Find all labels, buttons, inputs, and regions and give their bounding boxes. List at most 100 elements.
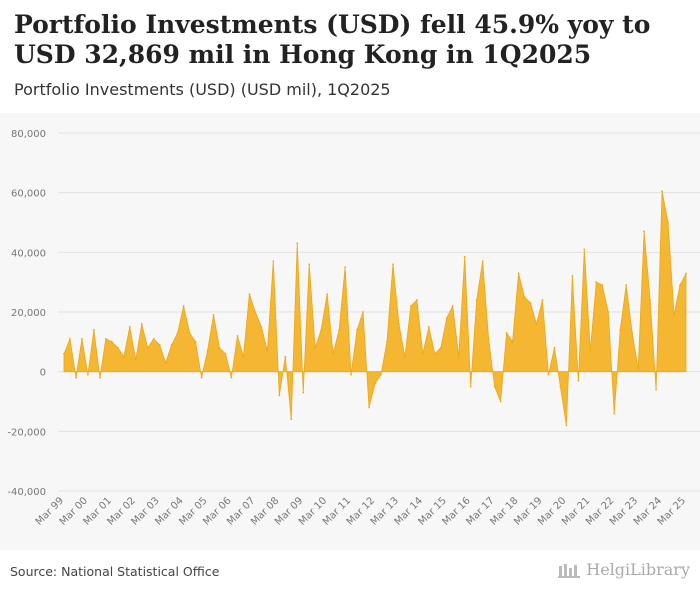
y-tick-label: 0 bbox=[40, 368, 46, 379]
data-point bbox=[493, 385, 496, 388]
data-point bbox=[332, 352, 335, 355]
data-point bbox=[260, 326, 263, 328]
data-point bbox=[236, 334, 239, 337]
data-point bbox=[116, 346, 119, 349]
data-point bbox=[278, 394, 281, 397]
data-point bbox=[212, 314, 215, 316]
data-point bbox=[463, 255, 466, 258]
data-point bbox=[607, 311, 610, 313]
data-point bbox=[302, 391, 305, 394]
data-point bbox=[98, 376, 101, 379]
data-point bbox=[374, 382, 376, 385]
data-point bbox=[140, 323, 143, 325]
data-point bbox=[619, 329, 622, 331]
data-point bbox=[93, 329, 95, 331]
data-point bbox=[386, 340, 388, 343]
data-point bbox=[392, 263, 394, 266]
source-note: Source: National Statistical Office bbox=[10, 564, 220, 579]
data-point bbox=[368, 406, 370, 409]
data-point bbox=[110, 340, 113, 343]
data-point bbox=[188, 331, 191, 334]
data-point bbox=[266, 349, 269, 352]
data-point bbox=[308, 263, 311, 266]
data-point bbox=[667, 221, 669, 224]
data-point bbox=[158, 343, 161, 346]
data-point bbox=[254, 311, 257, 313]
data-point bbox=[571, 275, 574, 278]
data-point bbox=[541, 299, 544, 301]
data-point bbox=[218, 346, 221, 349]
data-point bbox=[523, 296, 526, 298]
chart-subtitle: Portfolio Investments (USD) (USD mil), 1… bbox=[14, 80, 391, 99]
data-point bbox=[146, 346, 149, 349]
data-point bbox=[69, 337, 71, 340]
data-point bbox=[679, 284, 681, 287]
y-tick-label: -40,000 bbox=[7, 487, 46, 498]
data-point bbox=[362, 311, 364, 313]
logo-text: HelgiLibrary bbox=[586, 560, 690, 579]
data-point bbox=[296, 242, 299, 245]
data-point bbox=[685, 272, 687, 275]
data-point bbox=[81, 337, 83, 340]
data-point bbox=[499, 400, 502, 403]
data-point bbox=[272, 260, 275, 263]
data-point bbox=[427, 326, 430, 328]
data-point bbox=[577, 379, 580, 382]
data-point bbox=[439, 346, 442, 349]
data-point bbox=[122, 355, 125, 358]
data-point bbox=[404, 355, 406, 358]
data-point bbox=[553, 346, 556, 349]
data-point bbox=[398, 323, 400, 325]
data-point bbox=[87, 373, 89, 376]
data-point bbox=[547, 373, 550, 376]
y-tick-label: 20,000 bbox=[11, 308, 46, 319]
data-point bbox=[631, 331, 634, 334]
data-point bbox=[445, 317, 448, 319]
data-point bbox=[601, 284, 604, 287]
data-point bbox=[625, 284, 628, 287]
data-point bbox=[583, 248, 586, 251]
data-point bbox=[63, 352, 65, 355]
y-tick-label: 60,000 bbox=[11, 189, 46, 200]
data-point bbox=[356, 329, 358, 331]
data-point bbox=[290, 418, 293, 421]
data-point bbox=[511, 340, 514, 343]
data-point bbox=[457, 355, 460, 358]
data-point bbox=[613, 412, 616, 415]
data-point bbox=[529, 302, 532, 304]
data-point bbox=[320, 329, 323, 331]
chart-title: Portfolio Investments (USD) fell 45.9% y… bbox=[14, 10, 651, 69]
series-area bbox=[63, 191, 687, 426]
data-point bbox=[433, 352, 436, 355]
data-point bbox=[206, 349, 209, 352]
y-tick-label: 80,000 bbox=[11, 129, 46, 140]
data-point bbox=[409, 305, 412, 307]
data-point bbox=[75, 376, 77, 379]
data-point bbox=[475, 299, 478, 301]
data-point bbox=[176, 331, 179, 334]
data-point bbox=[134, 358, 137, 361]
data-point bbox=[284, 355, 287, 358]
data-point bbox=[104, 337, 107, 340]
data-point bbox=[643, 230, 646, 233]
data-point bbox=[595, 281, 598, 284]
data-point bbox=[224, 352, 227, 355]
data-point bbox=[170, 343, 173, 346]
data-point bbox=[535, 323, 538, 325]
data-point bbox=[314, 346, 317, 349]
data-point bbox=[380, 373, 382, 376]
data-point bbox=[649, 299, 652, 301]
data-point bbox=[338, 329, 341, 331]
data-point bbox=[242, 355, 245, 358]
data-point bbox=[655, 388, 657, 391]
data-point bbox=[451, 305, 454, 307]
data-point bbox=[344, 266, 346, 269]
data-point bbox=[421, 352, 424, 355]
data-point bbox=[230, 376, 233, 379]
data-point bbox=[517, 272, 520, 275]
area-chart: -40,000-20,000020,00040,00060,00080,000M… bbox=[7, 129, 700, 528]
library-columns-icon bbox=[558, 563, 581, 578]
data-point bbox=[559, 385, 562, 388]
data-point bbox=[661, 190, 663, 193]
data-point bbox=[469, 385, 472, 388]
